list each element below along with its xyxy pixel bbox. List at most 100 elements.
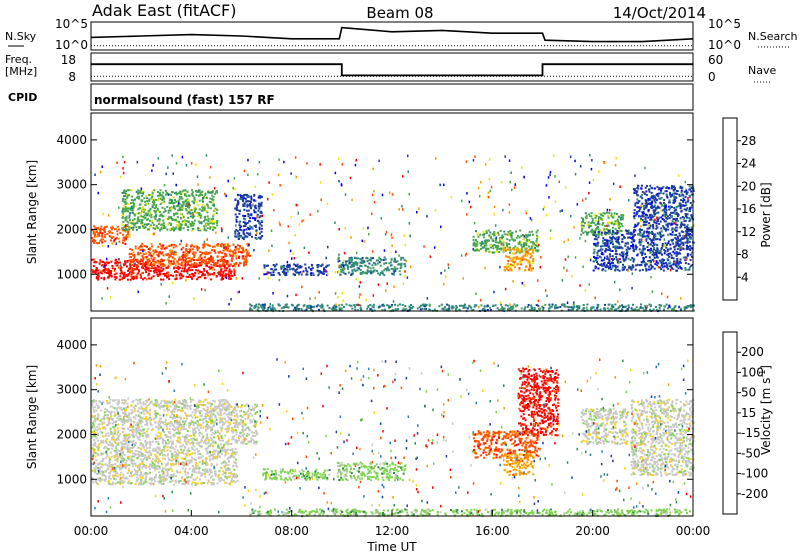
power-echo-cell xyxy=(94,233,97,236)
power-echo-cell xyxy=(601,269,604,272)
power-echo-cell xyxy=(369,258,372,261)
power-echo-cell xyxy=(160,266,163,269)
power-scatter-cell xyxy=(440,225,442,229)
power-echo-cell xyxy=(607,262,610,264)
power-echo-cell xyxy=(679,265,682,268)
power-echo-cell xyxy=(653,204,656,207)
power-echo-cell xyxy=(440,303,443,306)
power-echo-cell xyxy=(121,199,124,202)
power-echo-cell xyxy=(485,241,487,244)
power-echo-cell xyxy=(121,227,124,230)
power-echo-cell xyxy=(101,241,104,244)
power-scatter-cell xyxy=(460,254,463,257)
power-echo-cell xyxy=(596,254,599,257)
power-echo-cell xyxy=(397,308,400,310)
power-echo-cell xyxy=(524,247,527,250)
power-echo-cell xyxy=(682,217,685,220)
power-echo-cell xyxy=(603,212,606,215)
power-echo-cell xyxy=(119,261,121,264)
power-echo-cell xyxy=(632,243,634,246)
power-echo-cell xyxy=(616,253,619,256)
power-echo-cell xyxy=(607,228,610,231)
power-echo-cell xyxy=(635,245,638,248)
power-echo-cell xyxy=(612,235,615,238)
power-scatter-cell xyxy=(592,178,595,182)
power-echo-cell xyxy=(151,266,153,268)
power-echo-cell xyxy=(271,306,274,309)
power-echo-cell xyxy=(133,253,136,256)
power-echo-cell xyxy=(192,275,195,278)
power-echo-cell xyxy=(663,228,666,231)
power-scatter-cell xyxy=(627,269,629,273)
power-echo-cell xyxy=(598,216,601,219)
power-echo-cell xyxy=(216,224,219,227)
power-echo-cell xyxy=(288,265,291,268)
power-echo-cell xyxy=(119,267,122,270)
power-echo-cell xyxy=(662,202,665,204)
power-echo-cell xyxy=(498,241,501,244)
velocity-echo-cell xyxy=(113,477,116,480)
power-echo-cell xyxy=(250,201,252,203)
power-echo-cell xyxy=(641,219,644,222)
power-echo-cell xyxy=(287,265,290,268)
power-scatter-cell xyxy=(142,249,144,253)
power-echo-cell xyxy=(187,206,190,208)
power-scatter-cell xyxy=(523,175,525,179)
power-echo-cell xyxy=(666,265,669,267)
power-scatter-cell xyxy=(157,157,160,160)
power-echo-cell xyxy=(225,274,227,276)
power-echo-cell xyxy=(204,258,207,261)
power-echo-cell xyxy=(402,256,405,259)
power-echo-cell xyxy=(249,213,252,216)
power-echo-cell xyxy=(121,229,124,232)
power-echo-cell xyxy=(652,194,655,197)
power-echo-cell xyxy=(594,245,597,248)
power-scatter-cell xyxy=(566,301,569,304)
power-echo-cell xyxy=(185,205,188,207)
power-echo-cell xyxy=(111,242,114,245)
power-echo-cell xyxy=(475,242,478,245)
power-echo-cell xyxy=(197,227,200,229)
power-scatter-cell xyxy=(416,210,418,214)
power-echo-cell xyxy=(218,271,221,274)
power-echo-cell xyxy=(246,203,249,206)
power-echo-cell xyxy=(676,269,678,272)
power-echo-cell xyxy=(213,222,216,225)
power-echo-cell xyxy=(500,308,503,310)
power-echo-cell xyxy=(146,268,149,271)
power-echo-cell xyxy=(193,198,196,201)
power-echo-cell xyxy=(129,267,131,270)
power-echo-cell xyxy=(146,219,149,221)
power-echo-cell xyxy=(359,261,362,264)
power-echo-cell xyxy=(91,269,94,271)
power-echo-cell xyxy=(614,269,617,272)
power-echo-cell xyxy=(589,215,592,218)
power-echo-cell xyxy=(143,264,146,267)
power-echo-cell xyxy=(602,222,605,225)
power-scatter-cell xyxy=(434,209,437,212)
power-echo-cell xyxy=(199,276,202,279)
power-echo-cell xyxy=(240,251,243,254)
power-echo-cell xyxy=(604,242,607,245)
power-echo-cell xyxy=(150,264,152,267)
power-echo-cell xyxy=(178,243,181,246)
power-scatter-cell xyxy=(283,160,285,164)
power-echo-cell xyxy=(637,187,640,190)
power-echo-cell xyxy=(182,207,185,210)
power-echo-cell xyxy=(159,273,162,276)
power-echo-cell xyxy=(242,238,245,240)
power-echo-cell xyxy=(220,268,223,271)
power-echo-cell xyxy=(381,304,384,307)
power-echo-cell xyxy=(155,213,158,216)
power-echo-cell xyxy=(200,271,203,274)
power-echo-cell xyxy=(181,220,184,223)
power-scatter-cell xyxy=(338,264,340,268)
power-echo-cell xyxy=(138,203,141,206)
power-echo-cell xyxy=(115,276,118,279)
power-echo-cell xyxy=(110,228,113,231)
power-echo-cell xyxy=(488,234,491,237)
power-echo-cell xyxy=(249,232,252,235)
power-echo-cell xyxy=(260,204,263,207)
power-echo-cell xyxy=(497,231,500,234)
power-echo-cell xyxy=(191,244,194,247)
